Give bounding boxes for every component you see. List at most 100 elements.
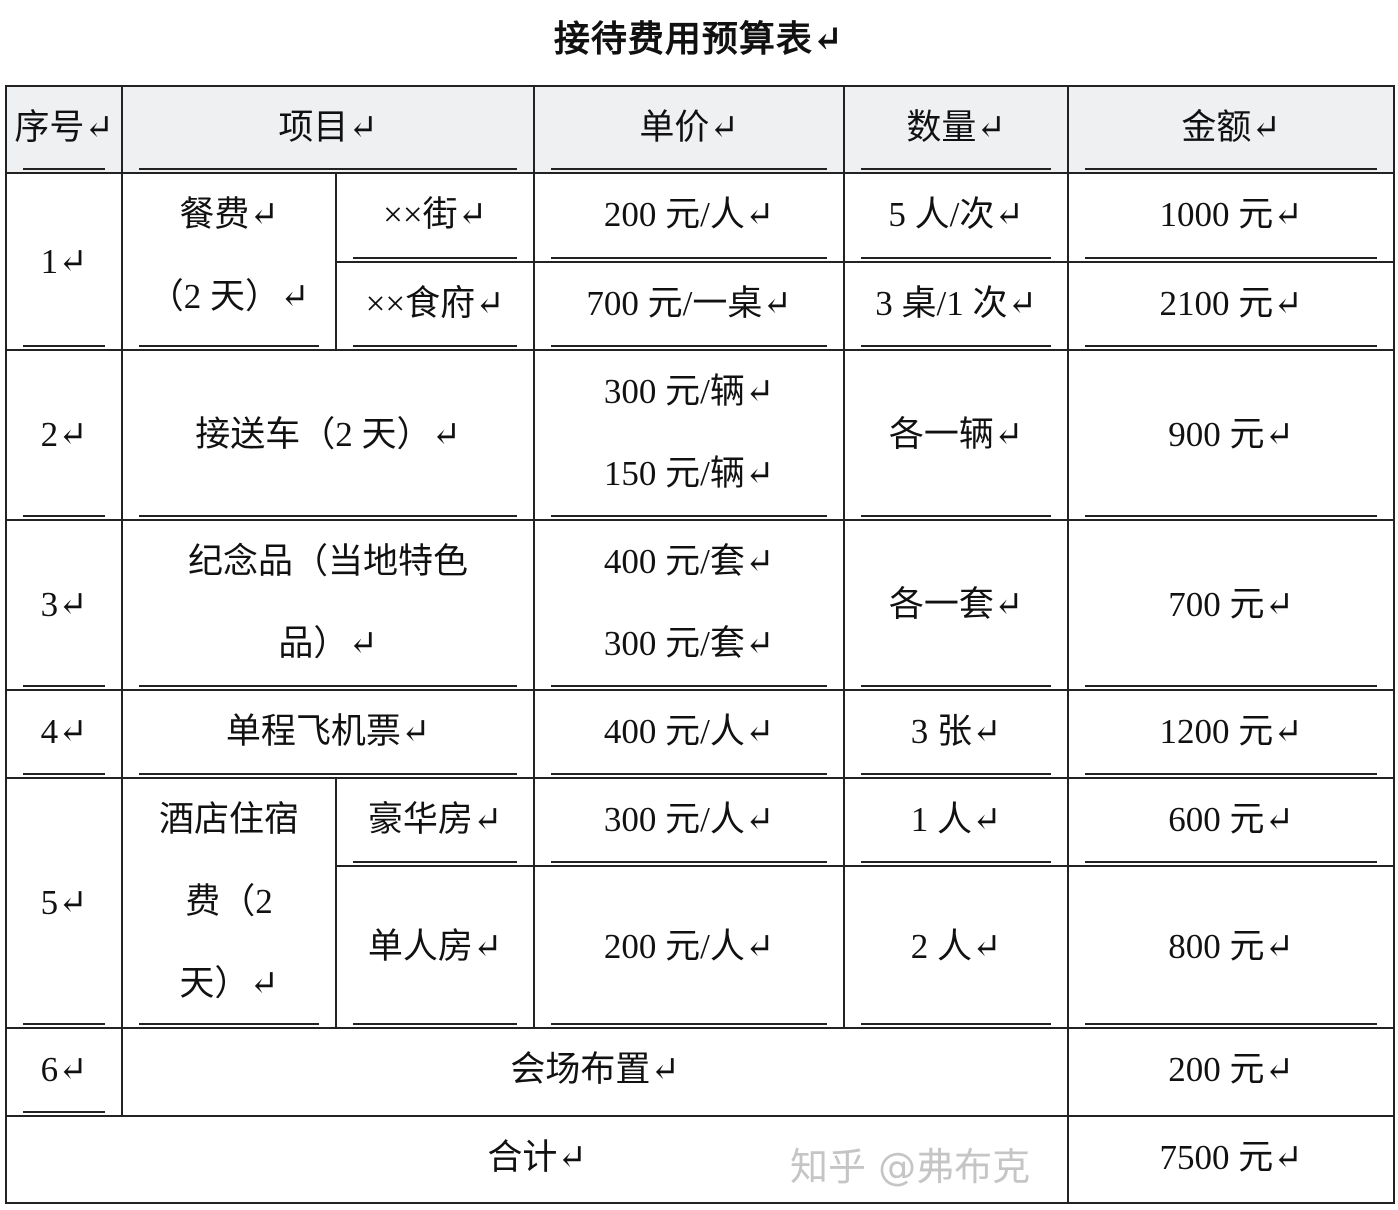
header-amount: 金额↵ xyxy=(1067,85,1396,174)
row-amount: 800 元↵ xyxy=(1067,865,1396,1029)
row-item: 酒店住宿费（2 天）↵ xyxy=(121,777,337,1029)
cell-text: 1000 元↵ xyxy=(1159,195,1303,234)
row-price: 700 元/一桌↵ xyxy=(533,261,846,351)
header-no: 序号↵ xyxy=(5,85,123,174)
header-row: 序号↵ 项目↵ 单价↵ 数量↵ 金额↵ xyxy=(5,85,1396,174)
cell-text: （2 天）↵ xyxy=(148,277,310,316)
row-no: 4↵ xyxy=(5,689,123,779)
table-row: 6↵ 会场布置↵ 200 元↵ xyxy=(5,1027,1396,1117)
cell-text: 数量↵ xyxy=(906,108,1006,147)
header-item: 项目↵ xyxy=(120,85,536,174)
table-row: 1↵ 餐费↵ （2 天）↵ ××街↵ 200 元/人↵ 5 人/次↵ 1000 元… xyxy=(5,172,1396,351)
cell-text: 费（2 xyxy=(185,882,273,921)
table-row: 单人房↵ 200 元/人↵ 2 人↵ 800 元↵ xyxy=(6,865,1396,1029)
row-qty: 各一辆↵ xyxy=(843,349,1070,521)
row-subitem: ××街↵ xyxy=(334,172,536,263)
row-no: 5↵ xyxy=(5,777,123,1029)
total-label: 合计↵ xyxy=(4,1115,1070,1204)
row-item: 纪念品（当地特色 品）↵ xyxy=(120,519,536,691)
cell-text: 5↵ xyxy=(40,883,88,922)
row-qty: 2 人↵ xyxy=(843,865,1070,1029)
cell-text: 2100 元↵ xyxy=(1159,284,1303,323)
row-price: 400 元/套↵ 300 元/套↵ xyxy=(533,519,846,691)
cell-text: 各一辆↵ xyxy=(888,415,1024,454)
row-price: 300 元/辆↵ 150 元/辆↵ xyxy=(533,349,846,521)
cell-text: 300 元/套↵ xyxy=(603,624,775,663)
cell-text: 400 元/人↵ xyxy=(603,712,775,751)
cell-text: 品）↵ xyxy=(278,624,378,663)
cell-text: 3 张↵ xyxy=(910,712,1002,751)
row-qty: 1 人↵ xyxy=(843,777,1070,867)
cell-text: 800 元↵ xyxy=(1168,927,1294,966)
cell-text: 900 元↵ xyxy=(1168,415,1294,454)
row-item: 会场布置↵ xyxy=(120,1027,1070,1117)
cell-text: 合计↵ xyxy=(487,1138,587,1177)
cell-text: 天）↵ xyxy=(179,964,279,1003)
cell-text: 2↵ xyxy=(40,415,88,454)
total-amount: 7500 元↵ xyxy=(1067,1115,1396,1204)
cell-text: 2 人↵ xyxy=(910,927,1002,966)
row-amount: 200 元↵ xyxy=(1067,1027,1396,1117)
row-price: 200 元/人↵ xyxy=(533,172,846,263)
table-row: 5↵ 酒店住宿费（2 天）↵ 豪华房↵ 300 元/人↵ 1 人↵ 600 元↵ xyxy=(5,777,1396,1029)
cell-text: ××街↵ xyxy=(383,195,487,234)
table-row: 3↵ 纪念品（当地特色 品）↵ 400 元/套↵ 300 元/套↵ 各一套↵ 700… xyxy=(5,519,1396,691)
budget-table: 序号↵ 项目↵ 单价↵ 数量↵ 金额↵ 1↵ 餐费↵ （2 天）↵ ××街↵ 20… xyxy=(4,85,1396,1204)
cell-text: 餐费↵ xyxy=(179,195,279,234)
cell-text: 单人房↵ xyxy=(367,927,503,966)
row-amount: 600 元↵ xyxy=(1067,777,1396,867)
row-qty: 5 人/次↵ xyxy=(843,172,1070,263)
row-price: 200 元/人↵ xyxy=(533,865,846,1029)
cell-text: 豪华房↵ xyxy=(367,800,503,839)
cell-text: 600 元↵ xyxy=(1168,800,1294,839)
header-unit-price: 单价↵ xyxy=(533,85,846,174)
cell-text: 300 元/辆↵ xyxy=(603,372,775,411)
cell-text: 4↵ xyxy=(40,712,88,751)
cell-text: 接送车（2 天）↵ xyxy=(195,415,461,454)
cell-text: 200 元/人↵ xyxy=(603,927,775,966)
cell-text: 150 元/辆↵ xyxy=(603,454,775,493)
cell-text: 400 元/套↵ xyxy=(603,542,775,581)
table-row: 4↵ 单程飞机票↵ 400 元/人↵ 3 张↵ 1200 元↵ xyxy=(5,689,1396,779)
cell-text: 金额↵ xyxy=(1181,108,1281,147)
cell-text: 6↵ xyxy=(40,1050,88,1089)
row-item: 单程飞机票↵ xyxy=(120,689,536,779)
cell-text: 1 人↵ xyxy=(910,800,1002,839)
cell-text: 会场布置↵ xyxy=(510,1050,680,1089)
row-amount: 1200 元↵ xyxy=(1067,689,1396,779)
cell-text: 5 人/次↵ xyxy=(888,195,1024,234)
cell-text: 单程飞机票↵ xyxy=(225,712,431,751)
cell-text: 7500 元↵ xyxy=(1159,1138,1303,1177)
cell-text: 1200 元↵ xyxy=(1159,712,1303,751)
row-qty: 3 张↵ xyxy=(843,689,1070,779)
row-amount: 900 元↵ xyxy=(1067,349,1396,521)
cell-text: 1↵ xyxy=(40,241,88,281)
header-quantity: 数量↵ xyxy=(843,85,1070,174)
table-row: ××食府↵ 700 元/一桌↵ 3 桌/1 次↵ 2100 元↵ xyxy=(6,261,1396,351)
row-price: 300 元/人↵ xyxy=(533,777,846,867)
row-no: 3↵ xyxy=(5,519,123,691)
total-row: 合计↵ 7500 元↵ xyxy=(4,1115,1396,1204)
cell-text: 各一套↵ xyxy=(888,585,1024,624)
row-amount: 1000 元↵ xyxy=(1067,172,1396,263)
row-item: 餐费↵ （2 天）↵ xyxy=(121,172,337,351)
row-amount: 700 元↵ xyxy=(1067,519,1396,691)
row-subitem: 单人房↵ xyxy=(334,865,536,1029)
row-subitem: 豪华房↵ xyxy=(334,777,536,867)
cell-text: 200 元↵ xyxy=(1168,1050,1294,1089)
row-no: 2↵ xyxy=(5,349,123,521)
cell-text: 200 元/人↵ xyxy=(603,195,775,234)
row-item: 接送车（2 天）↵ xyxy=(120,349,536,521)
cell-text: 3 桌/1 次↵ xyxy=(875,284,1037,323)
row-no: 6↵ xyxy=(5,1027,123,1117)
cell-text: 单价↵ xyxy=(639,108,739,147)
row-qty: 3 桌/1 次↵ xyxy=(843,261,1070,351)
cell-text: 序号↵ xyxy=(14,108,114,147)
cell-text: 纪念品（当地特色 xyxy=(188,542,469,581)
cell-text: 700 元↵ xyxy=(1168,585,1294,624)
cell-text: 700 元/一桌↵ xyxy=(586,284,792,323)
document-title: 接待费用预算表↵ xyxy=(553,19,845,59)
cell-text: 酒店住宿 xyxy=(158,800,299,839)
cell-text: 项目↵ xyxy=(278,108,378,147)
row-price: 400 元/人↵ xyxy=(533,689,846,779)
